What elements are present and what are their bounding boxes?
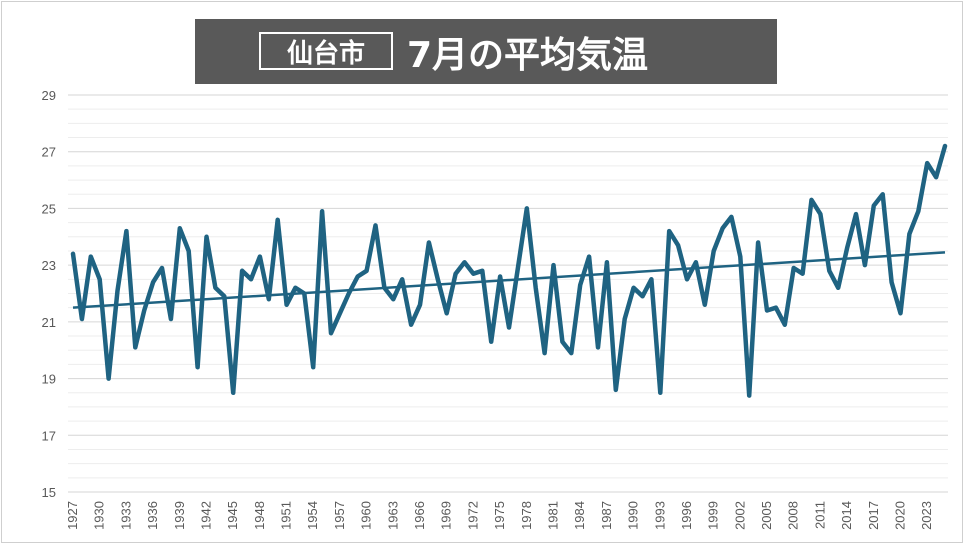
x-tick-label: 1984 (572, 501, 587, 530)
x-tick-label: 1972 (465, 501, 480, 530)
x-tick-label: 1987 (599, 501, 614, 530)
y-tick-label: 25 (42, 201, 56, 216)
x-tick-label: 1981 (545, 501, 560, 530)
x-tick-label: 1933 (118, 501, 133, 530)
x-tick-label: 2011 (812, 501, 827, 529)
x-tick-label: 2008 (786, 501, 801, 530)
x-tick-label: 1936 (145, 501, 160, 530)
x-tick-label: 2014 (839, 501, 854, 530)
x-tick-label: 1930 (92, 501, 107, 530)
x-tick-label: 1960 (359, 501, 374, 530)
x-tick-label: 2023 (919, 501, 934, 530)
y-tick-label: 21 (42, 315, 56, 330)
x-tick-label: 1966 (412, 501, 427, 530)
x-tick-label: 1975 (492, 501, 507, 530)
x-tick-label: 1945 (225, 501, 240, 530)
y-tick-label: 29 (42, 88, 56, 103)
x-tick-label: 2002 (732, 501, 747, 530)
x-tick-label: 2005 (759, 501, 774, 530)
x-tick-label: 1993 (652, 501, 667, 530)
x-tick-label: 1990 (626, 501, 641, 530)
trend-line (72, 251, 946, 309)
y-tick-label: 19 (42, 372, 56, 387)
x-tick-label: 1969 (439, 501, 454, 530)
x-tick-label: 1939 (172, 501, 187, 530)
y-tick-label: 15 (42, 485, 56, 500)
y-tick-label: 27 (42, 145, 56, 160)
x-tick-label: 1951 (279, 501, 294, 530)
chart-title-banner: 仙台市 7月の平均気温 (195, 19, 777, 84)
x-tick-label: 1996 (679, 501, 694, 530)
y-tick-label: 17 (42, 428, 56, 443)
x-tick-label: 1978 (519, 501, 534, 530)
x-tick-label: 2017 (866, 501, 881, 530)
x-tick-label: 1999 (706, 501, 721, 530)
x-tick-label: 2020 (893, 501, 908, 530)
city-label: 仙台市 (259, 32, 393, 70)
chart-title: 7月の平均気温 (407, 35, 649, 76)
x-tick-label: 1942 (198, 501, 213, 530)
x-tick-label: 1954 (305, 501, 320, 530)
temperature-series-line (70, 143, 948, 398)
x-tick-label: 1948 (252, 501, 267, 530)
x-tick-label: 1963 (385, 501, 400, 530)
x-tick-label: 1957 (332, 501, 347, 530)
x-tick-label: 1927 (65, 501, 80, 530)
y-tick-label: 23 (42, 258, 56, 273)
